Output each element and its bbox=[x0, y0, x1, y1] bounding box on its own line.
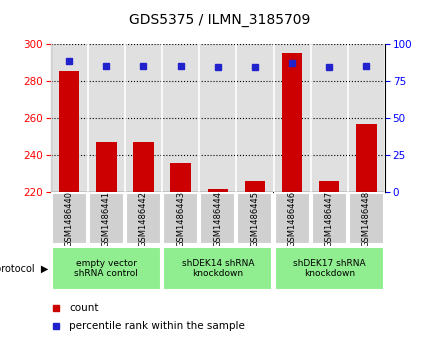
Text: GSM1486440: GSM1486440 bbox=[65, 191, 73, 247]
Bar bbox=[170, 163, 191, 192]
Bar bbox=[238, 193, 272, 244]
Text: count: count bbox=[69, 303, 99, 313]
Bar bbox=[52, 193, 87, 244]
Bar bbox=[133, 142, 154, 192]
Bar bbox=[52, 248, 161, 290]
Text: GSM1486443: GSM1486443 bbox=[176, 191, 185, 247]
Text: GSM1486447: GSM1486447 bbox=[325, 191, 334, 247]
Bar bbox=[282, 53, 302, 192]
Bar bbox=[275, 193, 310, 244]
Bar bbox=[312, 193, 347, 244]
Bar bbox=[89, 193, 124, 244]
Text: GSM1486448: GSM1486448 bbox=[362, 191, 371, 247]
Bar bbox=[349, 193, 384, 244]
Text: shDEK17 shRNA
knockdown: shDEK17 shRNA knockdown bbox=[293, 259, 366, 278]
Bar bbox=[163, 248, 272, 290]
Bar bbox=[208, 189, 228, 192]
Bar bbox=[356, 123, 377, 192]
Bar bbox=[245, 181, 265, 192]
Text: shDEK14 shRNA
knockdown: shDEK14 shRNA knockdown bbox=[182, 259, 254, 278]
Bar bbox=[59, 72, 79, 192]
Text: GSM1486441: GSM1486441 bbox=[102, 191, 111, 247]
Bar bbox=[96, 142, 117, 192]
Text: GSM1486446: GSM1486446 bbox=[288, 191, 297, 247]
Bar bbox=[200, 193, 235, 244]
Text: empty vector
shRNA control: empty vector shRNA control bbox=[74, 259, 138, 278]
Text: GSM1486444: GSM1486444 bbox=[213, 191, 222, 247]
Bar bbox=[126, 193, 161, 244]
Text: GDS5375 / ILMN_3185709: GDS5375 / ILMN_3185709 bbox=[129, 13, 311, 27]
Text: GSM1486442: GSM1486442 bbox=[139, 191, 148, 247]
Text: percentile rank within the sample: percentile rank within the sample bbox=[69, 321, 245, 331]
Text: GSM1486445: GSM1486445 bbox=[250, 191, 260, 247]
Bar bbox=[275, 248, 384, 290]
Text: protocol  ▶: protocol ▶ bbox=[0, 264, 48, 274]
Bar bbox=[319, 181, 340, 192]
Bar bbox=[163, 193, 198, 244]
